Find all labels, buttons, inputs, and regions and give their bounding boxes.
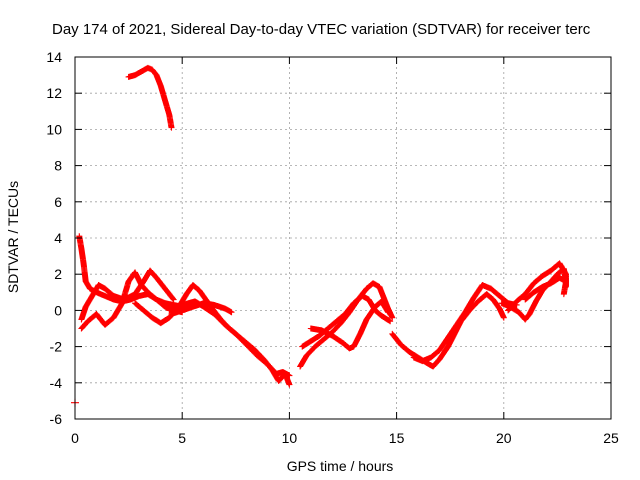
series-arc-7 xyxy=(168,300,235,318)
y-tick-label: 8 xyxy=(54,158,62,174)
y-tick-label: -6 xyxy=(50,411,63,427)
series-arc-1 xyxy=(125,64,175,131)
series-arc-15 xyxy=(522,274,569,303)
x-tick-label: 0 xyxy=(71,430,79,446)
grid xyxy=(75,57,611,419)
series-arc-11 xyxy=(389,291,507,370)
series-arc-3 xyxy=(78,267,177,323)
x-tick-label: 10 xyxy=(282,430,298,446)
x-tick-label: 15 xyxy=(389,430,405,446)
ticks xyxy=(74,56,612,420)
series-arc-8 xyxy=(297,280,396,370)
x-axis-label: GPS time / hours xyxy=(287,458,394,474)
x-tick-label: 20 xyxy=(496,430,512,446)
y-axis-label: SDTVAR / TECUs xyxy=(5,181,21,293)
y-tick-label: 10 xyxy=(46,121,62,137)
x-tick-label: 25 xyxy=(603,430,619,446)
y-tick-label: 14 xyxy=(46,49,62,65)
y-tick-label: -2 xyxy=(50,339,63,355)
y-tick-label: 4 xyxy=(54,230,62,246)
series-arc-14 xyxy=(505,260,569,314)
tick-labels: 0 5 10 15 20 25 -6 -4 -2 0 2 4 6 8 10 12 14 xyxy=(46,49,619,446)
y-tick-label: 0 xyxy=(54,302,62,318)
series-arc-4 xyxy=(78,269,186,332)
y-tick-label: 2 xyxy=(54,266,62,282)
y-tick-label: 6 xyxy=(54,194,62,210)
y-tick-label: -4 xyxy=(50,375,63,391)
x-tick-label: 5 xyxy=(178,430,186,446)
y-tick-label: 12 xyxy=(46,85,62,101)
chart-title: Day 174 of 2021, Sidereal Day-to-day VTE… xyxy=(52,21,591,38)
series-arc-10 xyxy=(307,298,392,352)
series-arc-12 xyxy=(410,282,520,365)
data-series xyxy=(71,64,569,407)
